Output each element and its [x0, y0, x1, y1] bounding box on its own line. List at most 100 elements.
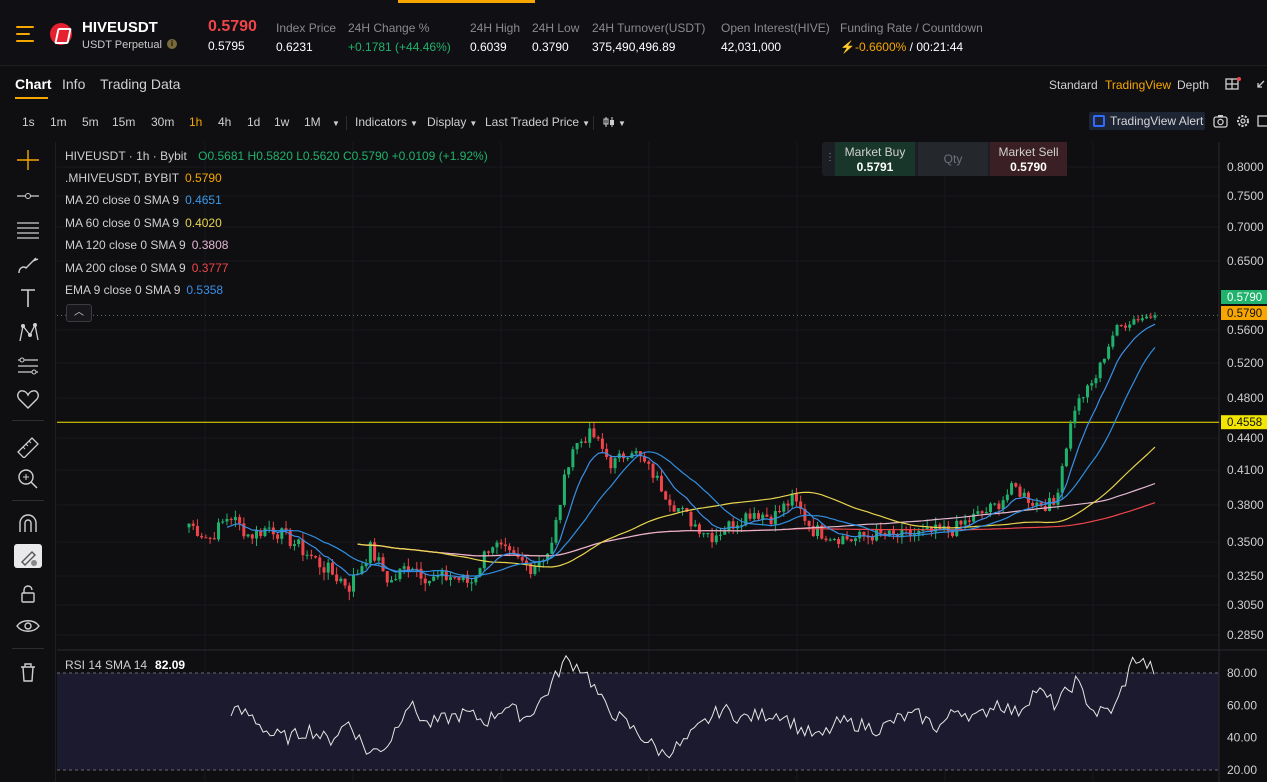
candlestick-icon	[603, 117, 614, 127]
text-tool-icon[interactable]	[14, 286, 42, 310]
tradingview-alert-button[interactable]: TradingView Alert	[1089, 112, 1205, 130]
info-icon[interactable]: i	[167, 39, 177, 49]
price-type-dropdown[interactable]: Last Traded Price ▼	[485, 115, 590, 129]
display-dropdown[interactable]: Display ▼	[427, 115, 478, 129]
candle	[584, 441, 588, 443]
legend-ohlc: HIVEUSDT · 1h · Bybit O0.5681 H0.5820 L0…	[65, 149, 488, 163]
candle	[562, 474, 566, 505]
interval-15m[interactable]: 15m	[112, 115, 136, 129]
interval-30m[interactable]: 30m	[151, 115, 175, 129]
heart-icon[interactable]	[14, 387, 42, 411]
view-depth[interactable]: Depth	[1177, 78, 1210, 92]
interval-5m[interactable]: 5m	[82, 115, 99, 129]
interval-1M[interactable]: 1M	[304, 115, 321, 129]
toolbar-divider	[12, 500, 44, 501]
candle	[440, 570, 444, 577]
crosshair-icon[interactable]	[14, 148, 42, 172]
pattern-tool-icon[interactable]	[14, 320, 42, 344]
market-buy-button[interactable]: Market Buy 0.5791	[835, 142, 915, 176]
horizontal-lines-icon[interactable]	[14, 218, 42, 242]
trash-icon[interactable]	[14, 660, 42, 684]
magnet-icon[interactable]	[14, 512, 42, 536]
candle	[1018, 486, 1022, 497]
interval-1s[interactable]: 1s	[22, 115, 35, 129]
settings-gear-icon[interactable]	[1236, 114, 1250, 128]
ruler-icon[interactable]	[14, 434, 42, 459]
candle	[314, 556, 318, 558]
interval-1m[interactable]: 1m	[50, 115, 67, 129]
rsi-band	[57, 673, 1219, 770]
candle	[748, 513, 752, 519]
candle	[866, 536, 870, 538]
candle	[406, 566, 410, 571]
price-tick-label: 0.3500	[1227, 535, 1264, 549]
view-tradingview[interactable]: TradingView	[1105, 78, 1172, 92]
trend-line-icon[interactable]	[14, 184, 42, 208]
lock-icon[interactable]	[14, 582, 42, 606]
price-tick-label: 0.6500	[1227, 254, 1264, 268]
candle	[1145, 316, 1149, 319]
collapse-arrow-icon[interactable]	[1256, 79, 1266, 91]
candle	[794, 493, 798, 502]
market-sell-button[interactable]: Market Sell 0.5790	[990, 142, 1067, 176]
price-tick-label: 0.3050	[1227, 598, 1264, 612]
tab-trading-data[interactable]: Trading Data	[100, 76, 181, 92]
camera-icon[interactable]	[1213, 114, 1228, 128]
candle	[436, 576, 440, 578]
view-standard[interactable]: Standard	[1049, 78, 1098, 92]
candle	[318, 557, 322, 568]
candle	[951, 531, 955, 537]
candle	[546, 553, 550, 561]
price-chart[interactable]: 0.8000 0.7500 0.7000 0.6500 0.5600 0.5200 0.48…	[57, 142, 1267, 782]
candle	[967, 520, 971, 522]
candle	[756, 513, 760, 519]
interval-1h[interactable]: 1h	[189, 115, 203, 129]
layout-grid-icon[interactable]	[1225, 77, 1241, 91]
chart-type-dropdown[interactable]: ▼	[603, 115, 626, 129]
interval-4h[interactable]: 4h	[218, 115, 232, 129]
interval-1d[interactable]: 1d	[247, 115, 261, 129]
candle	[280, 528, 284, 539]
candle	[1048, 498, 1052, 511]
candle	[896, 534, 900, 538]
candle	[292, 544, 296, 546]
candle	[744, 513, 748, 526]
brush-icon[interactable]	[14, 253, 42, 277]
candle	[377, 557, 381, 561]
legend-ma200: MA 200 close 0 SMA 9 0.3777	[65, 261, 229, 275]
legend-title: HIVEUSDT · 1h · Bybit	[65, 149, 187, 163]
price-tag	[1221, 415, 1267, 430]
zoom-in-icon[interactable]	[14, 466, 42, 490]
candle	[782, 503, 786, 512]
draw-mode-icon[interactable]	[14, 544, 42, 568]
legend-mark-price: .MHIVEUSDT, BYBIT 0.5790	[65, 171, 222, 185]
candle	[786, 503, 790, 506]
drag-handle-icon[interactable]: ⋮	[825, 152, 835, 163]
tab-info[interactable]: Info	[62, 76, 86, 92]
tab-chart[interactable]: Chart	[15, 76, 52, 92]
candle	[664, 491, 668, 500]
candle	[997, 503, 1001, 509]
candle	[710, 533, 714, 543]
visibility-eye-icon[interactable]	[14, 614, 42, 638]
price-tick-label: 0.3250	[1227, 569, 1264, 583]
candle	[832, 538, 836, 540]
lightning-icon: ⚡	[840, 40, 855, 54]
menu-icon[interactable]	[16, 26, 34, 42]
fullscreen-icon[interactable]	[1257, 114, 1267, 128]
candle	[643, 456, 647, 462]
candle	[398, 568, 402, 580]
hive-coin-icon	[50, 23, 72, 45]
interval-more-dropdown[interactable]: ▼	[332, 119, 340, 128]
fib-tool-icon[interactable]	[14, 354, 42, 378]
candle	[853, 538, 857, 542]
legend-collapse-button[interactable]: ︿	[66, 304, 92, 322]
funding-countdown: / 00:21:44	[909, 40, 964, 54]
symbol-name[interactable]: HIVEUSDT	[82, 19, 158, 36]
interval-1w[interactable]: 1w	[274, 115, 290, 129]
indicators-dropdown[interactable]: Indicators ▼	[355, 115, 418, 129]
qty-input[interactable]: Qty	[918, 142, 988, 176]
last-price: 0.5790	[208, 18, 257, 35]
chart-area[interactable]: 0.8000 0.7500 0.7000 0.6500 0.5600 0.5200 0.48…	[57, 142, 1267, 782]
candle	[305, 554, 309, 556]
